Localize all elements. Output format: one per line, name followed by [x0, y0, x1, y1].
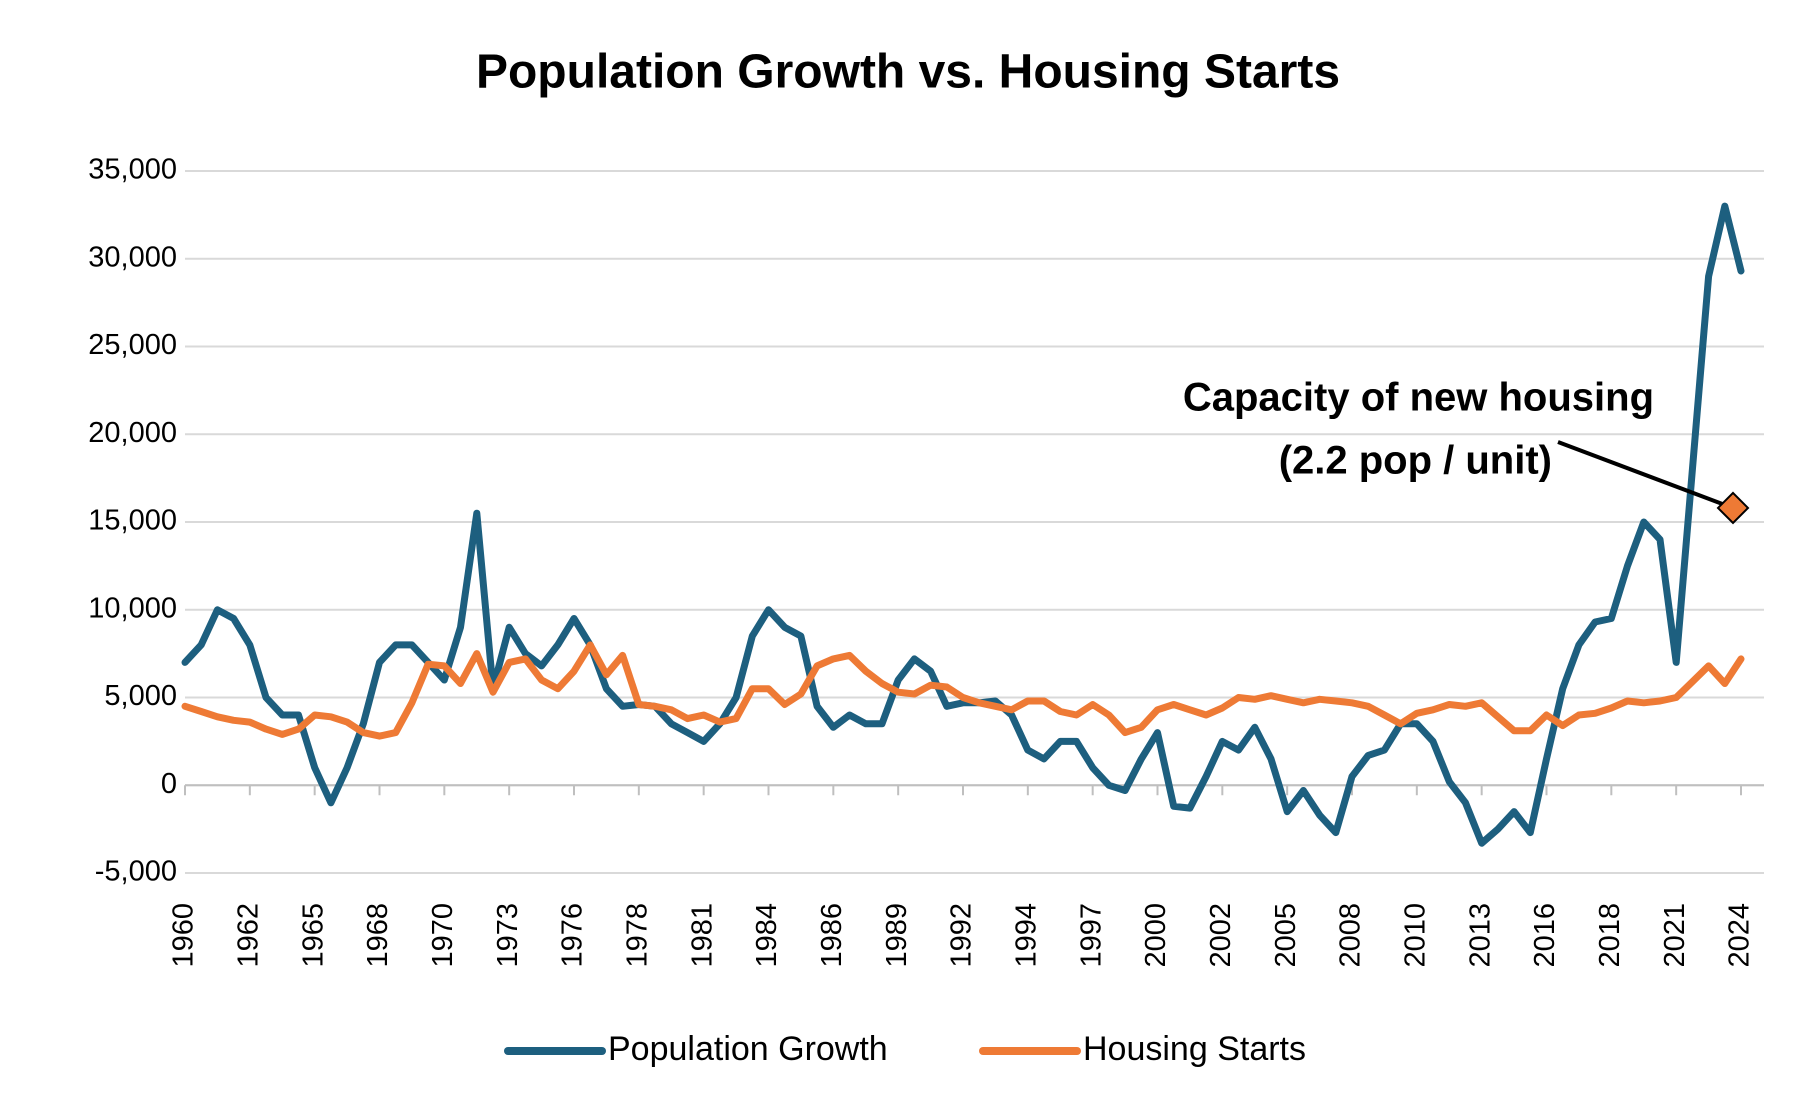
y-tick-label: -5,000 — [95, 856, 177, 888]
x-tick-label: 1965 — [297, 903, 329, 968]
y-tick-label: 25,000 — [88, 329, 177, 361]
y-tick-label: 15,000 — [88, 505, 177, 537]
x-tick-label: 1992 — [946, 903, 978, 968]
x-tick-label: 2005 — [1270, 903, 1302, 968]
annotation: Capacity of new housing — [1183, 376, 1654, 420]
x-tick-label: 2021 — [1659, 903, 1691, 968]
x-tick-label: 1976 — [557, 903, 589, 968]
x-tick-label: 1984 — [751, 903, 783, 968]
x-tick-label: 1997 — [1075, 903, 1107, 968]
x-tick-label: 1989 — [881, 903, 913, 968]
chart-title: Population Growth vs. Housing Starts — [476, 46, 1340, 99]
x-tick-label: 1968 — [362, 903, 394, 968]
series-line — [181, 641, 1745, 740]
annotation-arrow — [1557, 440, 1734, 510]
x-tick-label: 1978 — [621, 903, 653, 968]
legend-label: Population Growth — [608, 1030, 888, 1068]
x-tick-label: 2002 — [1205, 903, 1237, 968]
y-tick-label: 20,000 — [88, 417, 177, 449]
x-tick-label: 2018 — [1594, 903, 1626, 968]
x-tick-label: 1973 — [492, 903, 524, 968]
y-tick-label: 5,000 — [104, 680, 177, 712]
y-tick-label: 35,000 — [88, 154, 177, 186]
y-tick-label: 30,000 — [88, 241, 177, 273]
x-tick-label: 2016 — [1529, 903, 1561, 968]
y-tick-label: 10,000 — [88, 592, 177, 624]
x-tick-label: 1970 — [427, 903, 459, 968]
x-tick-label: 2013 — [1464, 903, 1496, 968]
x-tick-label: 2008 — [1335, 903, 1367, 968]
x-tick-label: 2024 — [1724, 903, 1756, 968]
x-tick-label: 1994 — [1010, 903, 1042, 968]
annotation: (2.2 pop / unit) — [1279, 439, 1552, 483]
x-tick-label: 1962 — [232, 903, 264, 968]
x-tick-label: 1986 — [816, 903, 848, 968]
series-line — [181, 202, 1745, 847]
legend-label: Housing Starts — [1083, 1030, 1306, 1068]
x-tick-label: 2000 — [1140, 903, 1172, 968]
x-tick-label: 1981 — [686, 903, 718, 968]
y-tick-label: 0 — [161, 768, 177, 800]
x-tick-label: 1960 — [168, 903, 200, 968]
x-tick-label: 2010 — [1399, 903, 1431, 968]
marker — [1716, 491, 1750, 525]
